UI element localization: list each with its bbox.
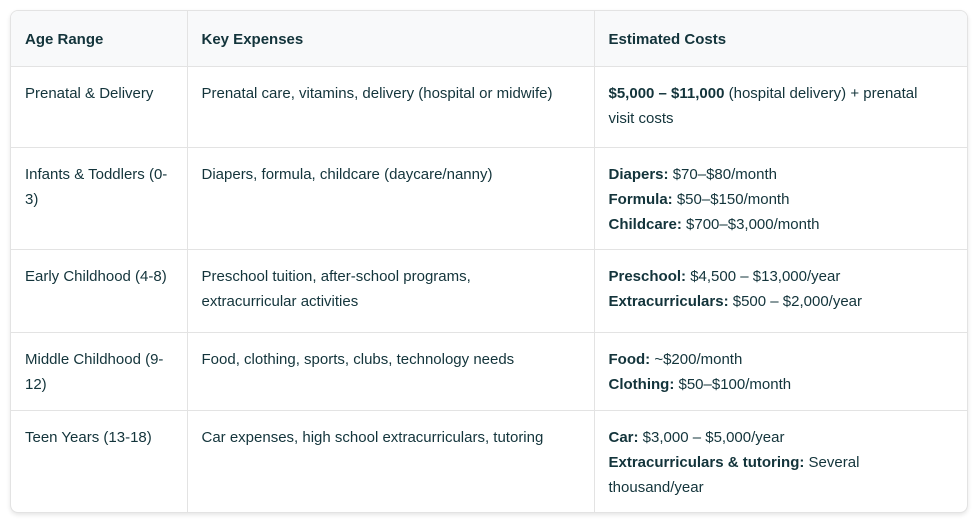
- age-range-cell: Early Childhood (4-8): [11, 248, 188, 333]
- header-cell-estimated-costs: Estimated Costs: [593, 11, 967, 67]
- cost-line: Formula: $50–$150/month: [608, 190, 790, 208]
- table-row: Teen Years (13-18) Car expenses, high sc…: [11, 409, 967, 512]
- table-body: Prenatal & Delivery Prenatal care, vitam…: [11, 65, 967, 512]
- estimated-costs-cell: Diapers: $70–$80/month Formula: $50–$150/…: [593, 146, 967, 250]
- table-row: Prenatal & Delivery Prenatal care, vitam…: [11, 65, 967, 148]
- age-range-cell: Prenatal & Delivery: [11, 65, 188, 148]
- header-cell-key-expenses: Key Expenses: [186, 11, 595, 67]
- header-row: Age Range Key Expenses Estimated Costs: [11, 11, 967, 67]
- cost-line: Extracurriculars & tutoring: Several tho…: [608, 453, 860, 496]
- cost-line: Childcare: $700–$3,000/month: [608, 215, 820, 233]
- key-expenses-cell: Prenatal care, vitamins, delivery (hospi…: [186, 65, 595, 148]
- age-range-cell: Infants & Toddlers (0-3): [11, 146, 188, 250]
- cost-line: Car: $3,000 – $5,000/year: [608, 428, 785, 446]
- cost-line: $5,000 – $11,000 (hospital delivery) + p…: [608, 84, 918, 127]
- cost-line: Extracurriculars: $500 – $2,000/year: [608, 292, 863, 310]
- cost-line: Food: ~$200/month: [608, 350, 743, 368]
- expenses-table: Age Range Key Expenses Estimated Costs P…: [11, 11, 967, 512]
- key-expenses-cell: Food, clothing, sports, clubs, technolog…: [186, 331, 595, 411]
- age-range-cell: Teen Years (13-18): [11, 409, 188, 512]
- estimated-costs-cell: Car: $3,000 – $5,000/year Extracurricular…: [593, 409, 967, 512]
- cost-line: Clothing: $50–$100/month: [608, 375, 792, 393]
- cost-line: Diapers: $70–$80/month: [608, 165, 777, 183]
- table-row: Middle Childhood (9-12) Food, clothing, …: [11, 331, 967, 411]
- estimated-costs-cell: Preschool: $4,500 – $13,000/year Extracur…: [593, 248, 967, 333]
- key-expenses-cell: Diapers, formula, childcare (daycare/nan…: [186, 146, 595, 250]
- estimated-costs-cell: $5,000 – $11,000 (hospital delivery) + p…: [593, 65, 967, 148]
- header-cell-age-range: Age Range: [11, 11, 188, 67]
- expenses-table-container: Age Range Key Expenses Estimated Costs P…: [10, 10, 968, 513]
- table-row: Early Childhood (4-8) Preschool tuition,…: [11, 248, 967, 333]
- key-expenses-cell: Preschool tuition, after-school programs…: [186, 248, 595, 333]
- table-row: Infants & Toddlers (0-3) Diapers, formul…: [11, 146, 967, 250]
- estimated-costs-cell: Food: ~$200/month Clothing: $50–$100/mont…: [593, 331, 967, 411]
- age-range-cell: Middle Childhood (9-12): [11, 331, 188, 411]
- key-expenses-cell: Car expenses, high school extracurricula…: [186, 409, 595, 512]
- cost-line: Preschool: $4,500 – $13,000/year: [608, 267, 841, 285]
